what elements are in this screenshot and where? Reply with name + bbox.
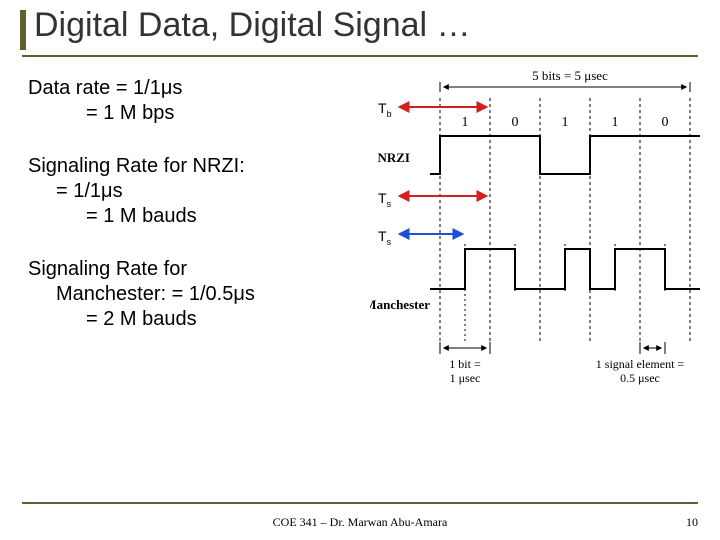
page-number: 10 xyxy=(686,515,698,530)
man-line1: Signaling Rate for xyxy=(28,257,358,282)
svg-text:1 bit =: 1 bit = xyxy=(449,357,481,371)
signal-diagram: 1 0 1 1 0 NRZI xyxy=(370,74,700,394)
body-text: Data rate = 1/1μs = 1 M bps Signaling Ra… xyxy=(28,76,358,360)
bit-2: 1 xyxy=(562,115,569,130)
svg-text:1 μsec: 1 μsec xyxy=(450,371,481,385)
bit-0: 1 xyxy=(462,115,469,130)
nrzi-label: NRZI xyxy=(377,150,410,165)
bits-span-label: 5 bits = 5 μsec xyxy=(490,68,650,84)
bit-3: 1 xyxy=(612,115,619,130)
man-line3: = 2 M bauds xyxy=(28,307,358,332)
svg-text:0.5 μsec: 0.5 μsec xyxy=(620,371,660,385)
datarate-line1: Data rate = 1/1μs xyxy=(28,76,358,101)
svg-text:1 signal element =: 1 signal element = xyxy=(596,357,685,371)
bit-4: 0 xyxy=(662,115,669,130)
accent-bar xyxy=(20,10,26,50)
title-rule xyxy=(22,55,698,57)
nrzi-line3: = 1 M bauds xyxy=(28,204,358,229)
datarate-line2: = 1 M bps xyxy=(28,101,358,126)
man-line2: Manchester: = 1/0.5μs xyxy=(28,282,358,307)
bit-1: 0 xyxy=(512,115,519,130)
slide-title: Digital Data, Digital Signal … xyxy=(34,6,471,45)
nrzi-waveform xyxy=(430,136,700,174)
manchester-label: Manchester xyxy=(370,297,430,312)
nrzi-line2: = 1/1μs xyxy=(28,179,358,204)
footer-text: COE 341 – Dr. Marwan Abu-Amara xyxy=(0,515,720,530)
footer-rule xyxy=(22,502,698,504)
nrzi-line1: Signaling Rate for NRZI: xyxy=(28,154,358,179)
